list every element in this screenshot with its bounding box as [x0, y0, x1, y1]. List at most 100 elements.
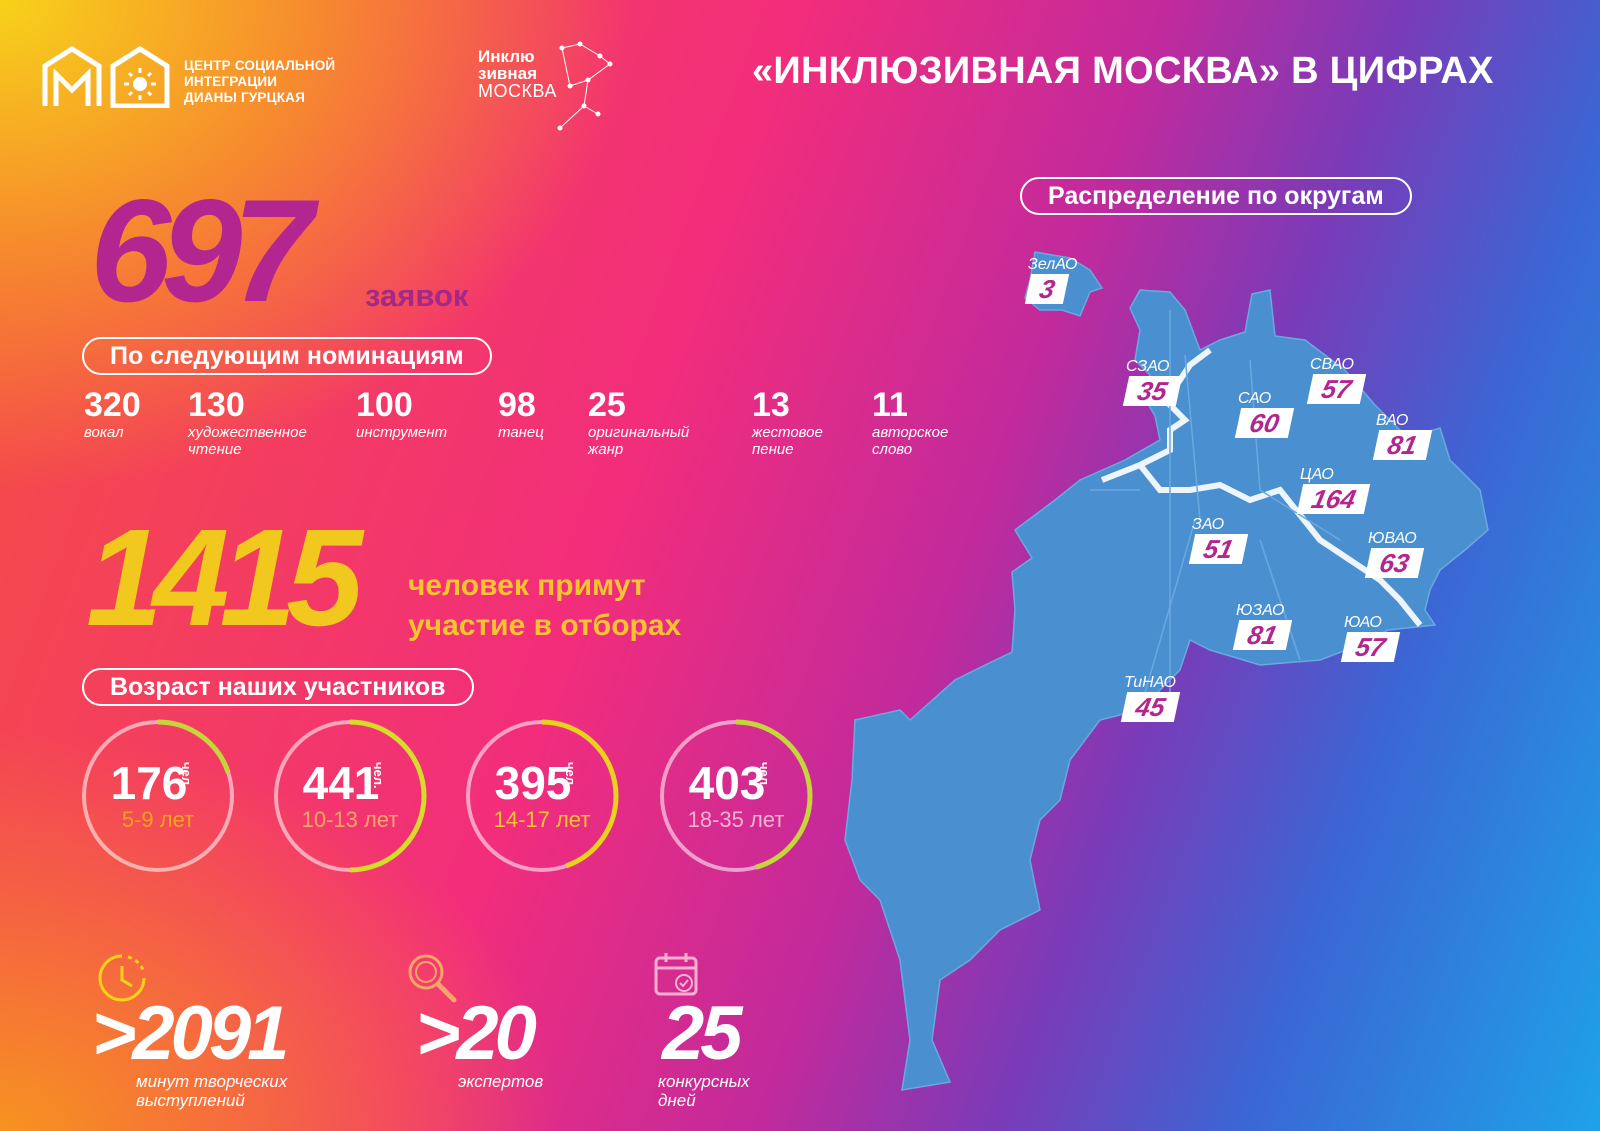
district-value: 45 — [1120, 692, 1181, 722]
museum-m-icon — [42, 46, 102, 106]
stat-label: конкурсных дней — [658, 1072, 750, 1110]
district-name: ЗАО — [1192, 516, 1225, 533]
participants-label-line: участие в отборах — [408, 609, 682, 642]
district-value: 81 — [1232, 620, 1293, 650]
district-yuvao: ЮВАО 63 — [1364, 530, 1425, 578]
age-range: 18-35 лет — [687, 807, 785, 832]
clock-icon — [98, 954, 146, 1002]
district-name: СВАО — [1310, 356, 1354, 373]
ages-heading: Возраст наших участников — [82, 668, 474, 706]
nomination-label: инструмент — [356, 424, 448, 441]
page-title: «ИНКЛЮЗИВНАЯ МОСКВА» В ЦИФРАХ — [752, 50, 1494, 92]
participants-count: 1415 — [86, 501, 363, 655]
district-sao: САО 60 — [1234, 390, 1295, 438]
age-share-arc — [273, 719, 427, 873]
stat-value: >2091 — [92, 991, 289, 1076]
age-unit: чел. — [757, 762, 772, 789]
age-group: 395 чел. 14-17 лет — [462, 716, 622, 876]
district-value: 57 — [1306, 374, 1367, 404]
nomination-label: авторское слово — [872, 424, 949, 458]
district-zao: ЗАО 51 — [1188, 516, 1249, 564]
age-group: 176 чел. 5-9 лет — [78, 716, 238, 876]
age-count: 441 — [302, 757, 380, 809]
applications-label: заявок — [365, 278, 469, 313]
district-name: ЗелАО — [1028, 256, 1078, 273]
age-share-arc — [81, 719, 235, 873]
age-unit: чел. — [179, 762, 194, 789]
age-range: 14-17 лет — [493, 807, 591, 832]
age-group: 441 чел. 10-13 лет — [270, 716, 430, 876]
district-value: 81 — [1372, 430, 1433, 460]
district-yuzao: ЮЗАО 81 — [1232, 602, 1293, 650]
constellation-icon — [557, 41, 613, 131]
age-share-arc — [659, 719, 813, 873]
district-szao: СЗАО 35 — [1122, 358, 1183, 406]
district-name: ЮАО — [1344, 614, 1382, 631]
nomination-label: художественное чтение — [188, 424, 307, 458]
magnifier-icon — [408, 954, 457, 1003]
age-range: 10-13 лет — [301, 807, 399, 832]
org-name-line: ДИАНЫ ГУРЦКАЯ — [184, 90, 305, 105]
stat-minutes: >2091 минут творческих выступлений — [92, 991, 326, 1111]
project-logo: Инклю зивная МОСКВА — [478, 48, 557, 101]
nomination-label: вокал — [84, 424, 124, 441]
age-share-arc — [465, 719, 619, 873]
age-ring — [659, 719, 813, 873]
nomination-value: 13 — [752, 386, 790, 424]
nomination-value: 130 — [188, 386, 245, 424]
nominations-list: 320 вокал 130 художественное чтение 100 … — [84, 388, 984, 458]
age-group: 403 чел. 18-35 лет — [656, 716, 816, 876]
nomination-item: 130 художественное чтение — [188, 388, 338, 458]
nomination-value: 98 — [498, 386, 536, 424]
participants-label-line: человек примут — [408, 569, 646, 602]
district-name: ЮВАО — [1368, 530, 1417, 547]
age-count: 395 — [494, 757, 572, 809]
nomination-item: 320 вокал — [84, 388, 141, 441]
project-logo-line: Инклю — [478, 47, 535, 66]
stat-days: 25 конкурсных дней — [658, 991, 778, 1111]
org-logo: ЦЕНТР СОЦИАЛЬНОЙ ИНТЕГРАЦИИ ДИАНЫ ГУРЦКА… — [42, 46, 335, 108]
nomination-item: 100 инструмент — [356, 388, 447, 441]
calendar-check-icon — [654, 953, 698, 996]
district-name: ВАО — [1376, 412, 1409, 429]
org-name-line: ЦЕНТР СОЦИАЛЬНОЙ — [184, 58, 336, 73]
district-name: ЮЗАО — [1236, 602, 1285, 619]
stat-experts: >20 экспертов — [416, 991, 544, 1092]
sun-house-icon — [110, 46, 170, 108]
district-name: СЗАО — [1126, 358, 1170, 375]
district-name: САО — [1238, 390, 1272, 407]
district-yuao: ЮАО 57 — [1340, 614, 1401, 662]
district-name: ЦАО — [1300, 466, 1334, 483]
district-value: 51 — [1188, 534, 1249, 564]
district-tsao: ЦАО 164 — [1296, 466, 1371, 514]
participants-label: человек примут участие в отборах — [408, 566, 681, 646]
moscow-map — [844, 251, 1489, 1091]
age-ring — [81, 719, 235, 873]
district-zelao: ЗелАО 3 — [1024, 256, 1078, 304]
district-value: 63 — [1364, 548, 1425, 578]
nomination-label: танец — [498, 424, 544, 441]
project-logo-line: МОСКВА — [478, 81, 557, 101]
age-unit: чел. — [371, 762, 386, 789]
stat-value: >20 — [416, 991, 537, 1076]
nomination-item: 13 жестовое пение — [752, 388, 852, 458]
age-ring — [465, 719, 619, 873]
stat-label: минут творческих выступлений — [136, 1072, 288, 1110]
org-name-line: ИНТЕГРАЦИИ — [184, 74, 278, 89]
org-name: ЦЕНТР СОЦИАЛЬНОЙ ИНТЕГРАЦИИ ДИАНЫ ГУРЦКА… — [184, 58, 335, 106]
nomination-item: 11 авторское слово — [872, 388, 972, 458]
nomination-value: 11 — [872, 386, 908, 424]
age-range: 5-9 лет — [121, 807, 195, 832]
district-vao: ВАО 81 — [1372, 412, 1433, 460]
age-unit: чел. — [563, 762, 578, 789]
stat-value: 25 — [662, 991, 743, 1076]
nomination-item: 25 оригинальный жанр — [588, 388, 728, 458]
nominations-heading: По следующим номинациям — [82, 337, 492, 375]
district-value: 60 — [1234, 408, 1295, 438]
applications-count: 697 — [90, 169, 314, 332]
nomination-label: жестовое пение — [752, 424, 823, 458]
district-tinao: ТиНАО 45 — [1120, 674, 1181, 722]
stat-label: экспертов — [458, 1072, 544, 1091]
age-count: 403 — [688, 757, 766, 809]
nomination-item: 98 танец — [498, 388, 544, 441]
